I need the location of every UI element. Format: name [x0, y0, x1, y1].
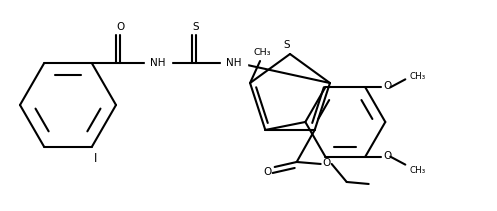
Text: O: O	[263, 167, 272, 177]
Text: NH: NH	[226, 58, 242, 68]
Text: S: S	[193, 22, 199, 32]
Text: O: O	[383, 151, 392, 161]
Text: I: I	[94, 152, 98, 165]
Text: NH: NH	[150, 58, 166, 68]
Text: CH₃: CH₃	[410, 72, 425, 81]
Text: CH₃: CH₃	[253, 47, 271, 57]
Text: O: O	[116, 22, 124, 32]
Text: O: O	[383, 81, 392, 91]
Text: CH₃: CH₃	[410, 166, 425, 175]
Text: O: O	[323, 158, 331, 168]
Text: S: S	[284, 40, 290, 50]
